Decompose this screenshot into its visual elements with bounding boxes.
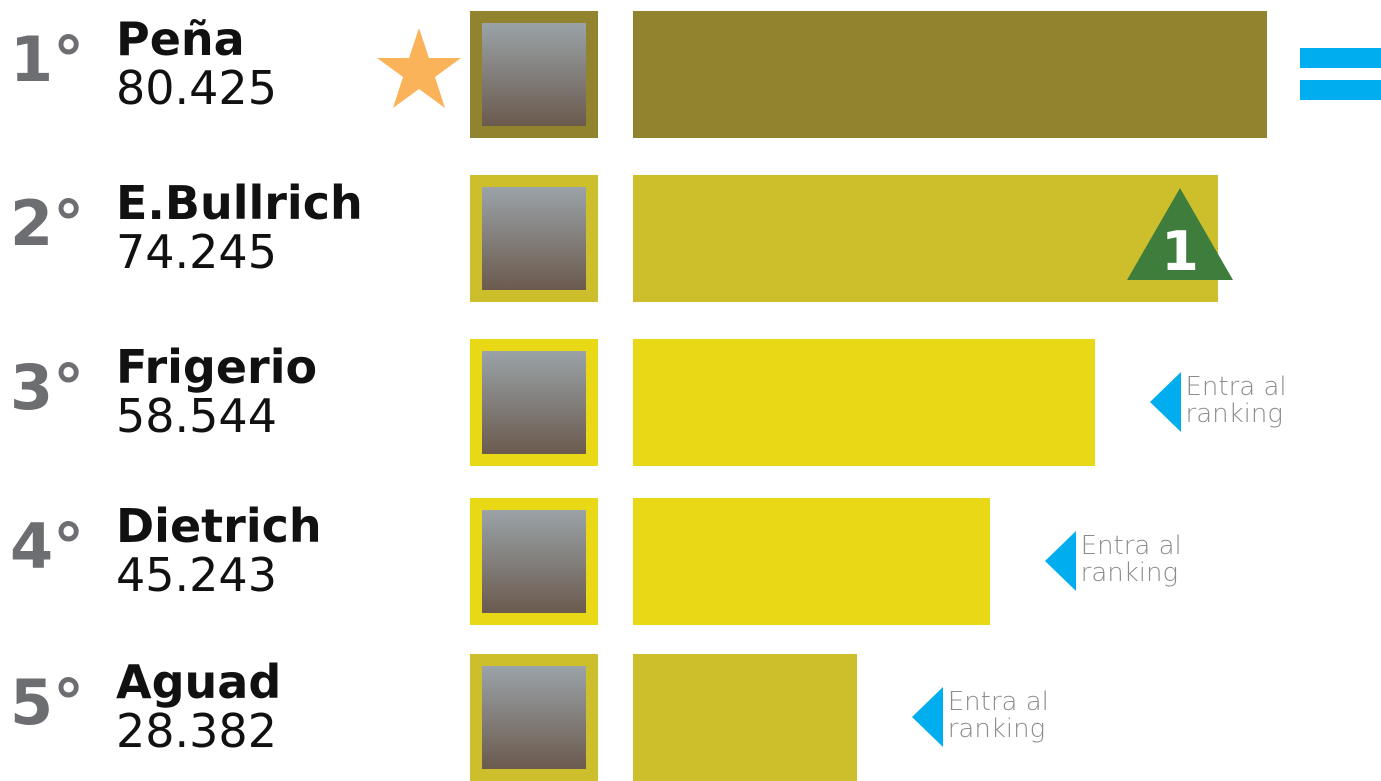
photo [482, 23, 586, 126]
new-entry-arrow [1149, 372, 1181, 432]
photo-frame [470, 175, 598, 302]
no-change-icon [1300, 48, 1381, 100]
rank-label: 4° [10, 510, 85, 583]
photo [482, 187, 586, 290]
new-entry-arrow [911, 687, 943, 747]
name-label: E.Bullrich [116, 176, 363, 230]
value-label: 28.382 [116, 704, 277, 758]
bar [633, 654, 857, 781]
value-label: 45.243 [116, 548, 277, 602]
photo-frame [470, 11, 598, 138]
change-label: Entra al ranking [947, 687, 1049, 744]
value-label: 74.245 [116, 225, 277, 279]
rank-label: 5° [10, 666, 85, 739]
name-label: Frigerio [116, 340, 318, 394]
photo [482, 351, 586, 454]
photo-frame [470, 498, 598, 625]
rank-label: 1° [10, 23, 85, 96]
photo-frame [470, 654, 598, 781]
bar [633, 339, 1095, 466]
value-label: 58.544 [116, 389, 277, 443]
value-label: 80.425 [116, 61, 277, 115]
rank-label: 3° [10, 351, 85, 424]
name-label: Aguad [116, 655, 282, 709]
rank-label: 2° [10, 187, 85, 260]
photo-frame [470, 339, 598, 466]
photo [482, 666, 586, 769]
star-icon [377, 28, 461, 108]
new-entry-arrow [1044, 531, 1076, 591]
name-label: Peña [116, 12, 245, 66]
triangle [1127, 188, 1233, 280]
photo [482, 510, 586, 613]
bar [633, 11, 1267, 138]
change-label: Entra al ranking [1080, 531, 1182, 588]
change-label: 1 [1161, 220, 1199, 280]
bar [633, 498, 990, 625]
bar [633, 175, 1219, 302]
name-label: Dietrich [116, 499, 322, 553]
up-indicator: 1 [1127, 188, 1233, 280]
change-label: Entra al ranking [1185, 372, 1287, 429]
